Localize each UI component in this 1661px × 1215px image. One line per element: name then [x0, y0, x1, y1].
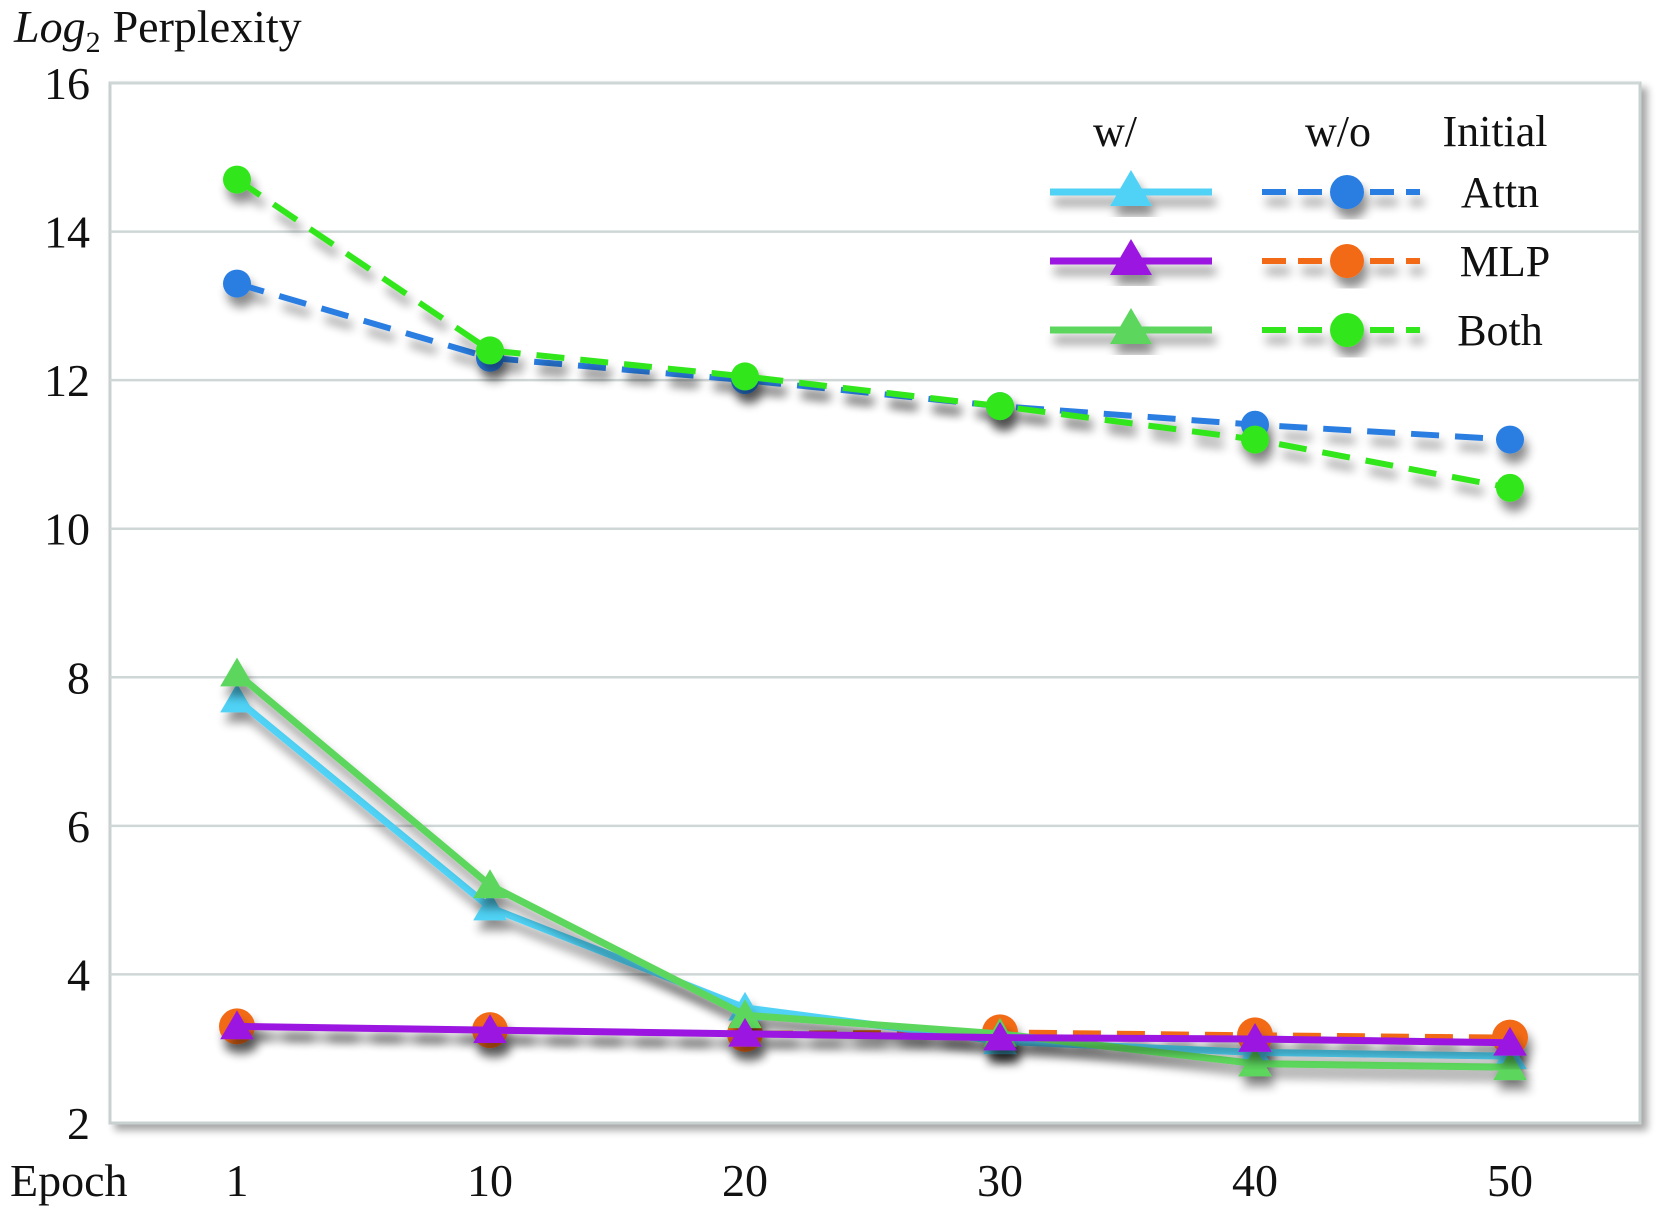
data-point [986, 392, 1014, 421]
legend-entry-with-mlp [1050, 239, 1212, 275]
y-tick-label: 4 [67, 949, 90, 1000]
x-tick-label: 1 [226, 1155, 249, 1206]
legend-row-label: Attn [1461, 168, 1539, 217]
data-point [476, 336, 504, 365]
legend-marker [1330, 313, 1364, 347]
data-point [220, 683, 254, 713]
data-point [473, 869, 507, 899]
data-point [983, 1021, 1017, 1051]
x-tick-label: 50 [1487, 1155, 1533, 1206]
data-point [731, 362, 759, 391]
legend-marker [1110, 170, 1152, 206]
data-point [1493, 1051, 1527, 1081]
x-axis-title: Epoch [10, 1155, 128, 1206]
gridlines [110, 81, 1640, 976]
series-layer [219, 165, 1528, 1081]
legend: w/w/o Initial Attn MLP Both [1050, 107, 1550, 355]
x-axis-ticks: 1 10 20 30 40 50 [226, 1155, 1534, 1206]
legend-marker [1330, 244, 1364, 278]
data-point [728, 1017, 762, 1047]
legend-entry-without-mlp [1262, 244, 1420, 278]
series-line [236, 1022, 1511, 1047]
legend-column-header: w/ [1093, 107, 1138, 156]
legend-entry-without-both [1262, 313, 1420, 347]
data-point [1241, 425, 1269, 454]
y-axis-title: Log2 Perplexity [13, 1, 302, 59]
legend-marker [1330, 175, 1364, 209]
y-tick-label: 16 [44, 58, 90, 109]
y-axis-ticks: 2 4 6 8 10 12 14 16 [44, 58, 90, 1149]
series-line [234, 670, 1511, 1071]
legend-marker [1110, 308, 1152, 344]
series-mlp-w-initial [220, 1010, 1527, 1056]
x-tick-label: 20 [722, 1155, 768, 1206]
data-point [473, 1014, 507, 1043]
data-point [220, 657, 254, 687]
series-both-w-o-initial [223, 165, 1524, 502]
data-point [220, 1010, 254, 1040]
legend-column-header: w/o [1305, 107, 1371, 156]
legend-entry-with-both [1050, 308, 1212, 344]
y-tick-label: 2 [67, 1098, 90, 1149]
data-point [1493, 1026, 1527, 1056]
legend-entry-without-attn [1262, 175, 1420, 209]
legend-row-label: Both [1457, 306, 1543, 355]
y-tick-label: 14 [44, 207, 90, 258]
y-tick-label: 10 [44, 504, 90, 555]
series-line [235, 177, 1511, 491]
series-line [236, 280, 1511, 443]
legend-column-header: Initial [1442, 107, 1547, 156]
y-tick-label: 6 [67, 801, 90, 852]
x-tick-label: 40 [1232, 1155, 1278, 1206]
x-tick-label: 30 [977, 1155, 1023, 1206]
x-tick-label: 10 [467, 1155, 513, 1206]
plot-frame [108, 81, 1642, 1125]
data-point [1496, 473, 1524, 502]
data-point [223, 269, 251, 298]
legend-entry-with-attn [1050, 170, 1212, 206]
data-point [728, 999, 762, 1029]
data-point [473, 891, 507, 921]
y-tick-label: 8 [67, 652, 90, 703]
data-point [1238, 1047, 1272, 1077]
legend-marker [1110, 239, 1152, 275]
y-tick-label: 12 [44, 355, 90, 406]
legend-row-label: MLP [1460, 237, 1550, 286]
data-point [1496, 425, 1524, 454]
data-point [1238, 1023, 1272, 1052]
data-point [223, 165, 251, 194]
